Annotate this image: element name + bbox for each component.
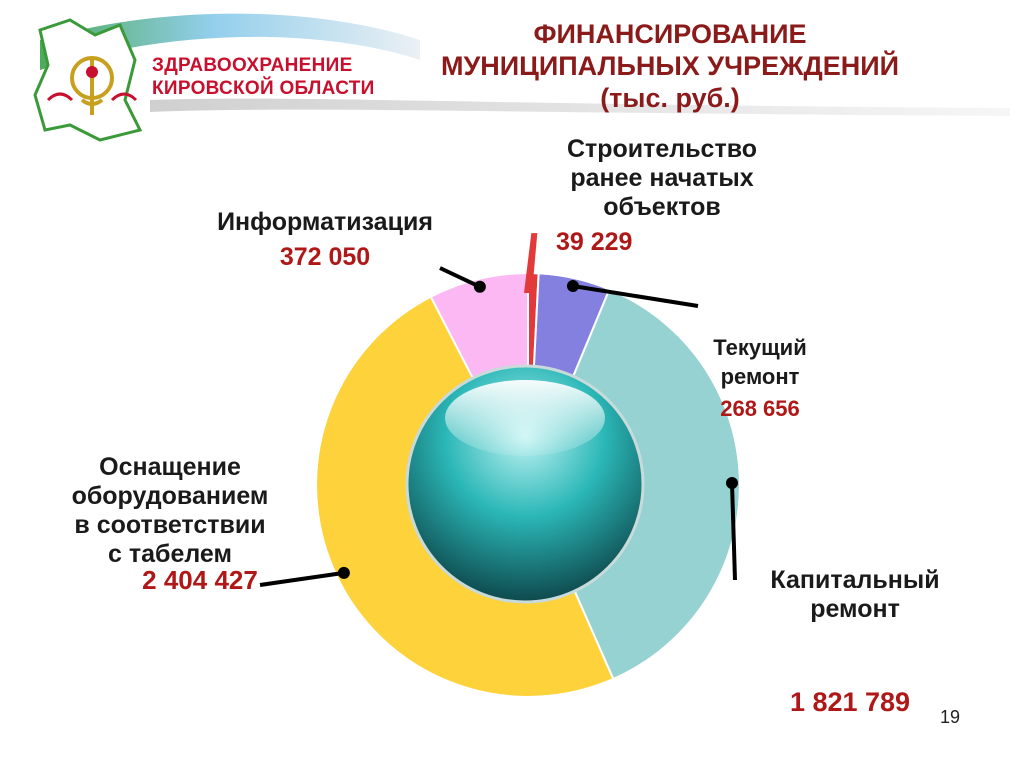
value-construction: 39 229 [556,228,633,256]
label-construction: Строительство ранее начатых объектов [522,135,802,222]
label-current-repair: Текущий ремонт [680,333,840,391]
label-equipment-line-3: в соответствии [74,511,266,539]
value-capital-repair: 1 821 789 [789,687,911,717]
page-title: ФИНАНСИРОВАНИЕ МУНИЦИПАЛЬНЫХ УЧРЕЖДЕНИЙ … [390,18,950,114]
logo-text: ЗДРАВООХРАНЕНИЕ КИРОВСКОЙ ОБЛАСТИ [152,54,375,100]
label-construction-line-2: ранее начатых [570,164,754,192]
title-line-3: (тыс. руб.) [600,83,740,113]
donut-center-gloss [445,380,605,456]
leader-current-repair [572,284,699,308]
logo-line-2: КИРОВСКОЙ ОБЛАСТИ [152,78,375,99]
label-equipment-line-2: оборудованием [71,482,269,510]
slice-construction-marker [524,233,538,293]
title-line-2: МУНИЦИПАЛЬНЫХ УЧРЕЖДЕНИЙ [440,51,900,81]
label-current-repair-line-1: Текущий [713,335,807,360]
leader-equipment-dot [337,566,350,579]
leader-lines [259,233,738,587]
logo-line-1: ЗДРАВООХРАНЕНИЕ [152,55,353,76]
label-equipment: Оснащение оборудованием в соответствии с… [30,453,310,569]
header-ribbon-light [150,98,1010,116]
leader-it-dot [473,280,486,293]
leader-capital-repair [729,482,737,581]
region-emblem-icon [33,18,143,142]
leader-capital-repair-dot [725,476,738,489]
leader-it [439,266,481,289]
value-current-repair: 268 656 [720,396,800,421]
label-current-repair-line-2: ремонт [720,364,800,389]
title-line-1: ФИНАНСИРОВАНИЕ [533,19,807,49]
label-equipment-line-1: Оснащение [99,453,241,481]
label-it: Информатизация [217,208,433,236]
label-capital-repair-line-1: Капитальный [770,566,940,594]
value-it: 372 050 [279,243,371,271]
value-equipment: 2 404 427 [142,565,258,595]
label-capital-repair: Капитальный ремонт [735,566,975,624]
leader-equipment [259,570,345,587]
header-ribbon [40,13,420,70]
header-band [33,13,1010,142]
leader-current-repair-dot [566,280,579,293]
label-construction-line-3: объектов [603,193,721,221]
label-construction-line-1: Строительство [566,135,758,163]
label-capital-repair-line-2: ремонт [810,595,900,623]
label-equipment-line-4: с табелем [108,540,232,568]
page-number: 19 [940,707,961,727]
